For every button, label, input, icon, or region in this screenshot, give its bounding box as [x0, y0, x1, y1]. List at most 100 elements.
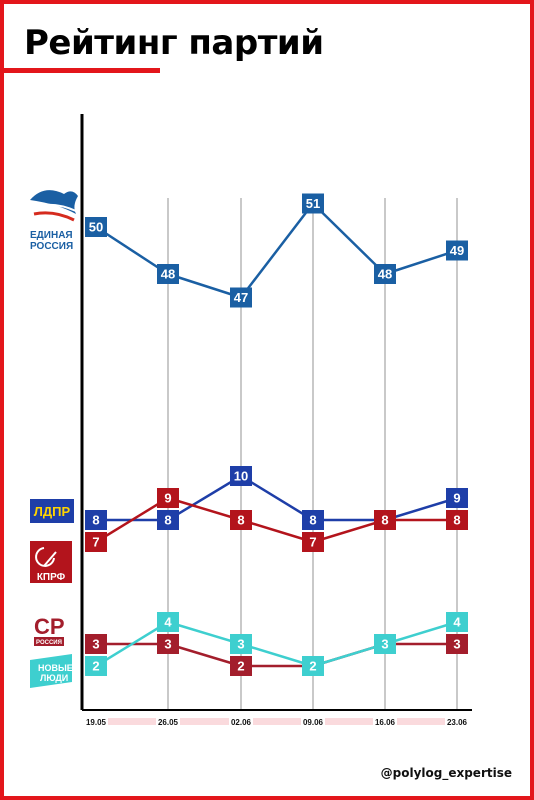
nl-logo-line1: НОВЫЕ [38, 663, 73, 673]
er-logo-line1: ЕДИНАЯ [30, 230, 73, 241]
hammer-sickle-icon [35, 547, 57, 567]
data-point-edinaya_rossiya: 48 [157, 264, 179, 284]
data-point-sr: 2 [230, 656, 252, 676]
data-label: 2 [92, 659, 99, 674]
data-label: 7 [92, 535, 99, 550]
series-line-edinaya_rossiya [95, 202, 458, 299]
data-point-kprf: 8 [446, 510, 468, 530]
x-tick-label: 16.06 [375, 718, 396, 727]
x-tick-label: 19.05 [86, 718, 107, 727]
data-label: 49 [450, 243, 464, 258]
logo-edinaya-rossiya: ЕДИНАЯ РОССИЯ [30, 190, 78, 252]
data-label: 51 [306, 196, 320, 211]
kprf-logo-text: КПРФ [37, 572, 66, 583]
data-marker [230, 656, 252, 676]
data-label: 3 [164, 637, 171, 652]
data-label: 2 [309, 659, 316, 674]
data-label: 10 [234, 469, 248, 484]
data-marker [230, 634, 252, 654]
data-point-novye_lyudi: 4 [446, 612, 468, 632]
data-point-edinaya_rossiya: 48 [374, 264, 396, 284]
series-line-sr [96, 642, 457, 668]
data-marker [157, 510, 179, 530]
data-marker [85, 510, 107, 530]
data-point-sr: 3 [157, 634, 179, 654]
sr-logo-stripe [34, 637, 64, 646]
data-label: 8 [237, 513, 244, 528]
data-marker [230, 510, 252, 530]
axis-segment-bar [397, 718, 445, 725]
ldpr-logo-text: ЛДПР [34, 504, 71, 519]
data-point-novye_lyudi: 2 [302, 656, 324, 676]
data-label: 8 [453, 513, 460, 528]
x-tick-label: 09.06 [303, 718, 324, 727]
data-label: 48 [378, 267, 392, 282]
data-marker [230, 287, 252, 308]
x-tick-label: 26.05 [158, 718, 179, 727]
ldpr-logo-box [30, 499, 74, 523]
data-label: 48 [161, 267, 175, 282]
series-line-kprf [95, 496, 457, 544]
data-point-sr: 3 [85, 634, 107, 654]
data-marker [446, 240, 468, 261]
data-label: 9 [164, 491, 171, 506]
data-marker [302, 193, 324, 214]
data-point-novye_lyudi: 3 [374, 634, 396, 654]
logo-ldpr: ЛДПР [30, 499, 74, 523]
series-line-ldpr [96, 474, 458, 522]
data-label: 8 [164, 513, 171, 528]
data-marker [85, 217, 107, 237]
nl-logo-box [30, 654, 72, 688]
data-label: 47 [234, 290, 248, 305]
er-logo-line2: РОССИЯ [30, 241, 73, 252]
sr-logo-sub: РОССИЯ [36, 640, 62, 646]
data-point-ldpr: 8 [85, 510, 107, 530]
data-marker [374, 510, 396, 530]
data-point-edinaya_rossiya: 49 [446, 240, 468, 261]
data-marker [446, 488, 468, 508]
data-point-edinaya_rossiya: 51 [302, 193, 324, 214]
axis-segment-bar [108, 718, 156, 725]
sr-logo-text: СР [34, 614, 65, 639]
data-marker [85, 656, 107, 676]
data-label: 8 [92, 513, 99, 528]
data-point-ldpr: 10 [230, 466, 252, 486]
axis-segment-bar [325, 718, 373, 725]
data-label: 3 [381, 637, 388, 652]
data-point-ldpr: 8 [157, 510, 179, 530]
title-underline [4, 68, 160, 73]
data-marker [157, 612, 179, 632]
logo-kprf: КПРФ [30, 541, 72, 583]
logo-novye-lyudi: НОВЫЕ ЛЮДИ [30, 654, 73, 688]
data-point-ldpr: 9 [446, 488, 468, 508]
data-label: 3 [92, 637, 99, 652]
data-label: 7 [309, 535, 316, 550]
x-tick-label: 23.06 [447, 718, 468, 727]
page-title: Рейтинг партий [24, 23, 324, 63]
data-label: 50 [89, 220, 103, 235]
data-label: 8 [381, 513, 388, 528]
data-point-kprf: 8 [230, 510, 252, 530]
data-point-sr: 3 [446, 634, 468, 654]
data-label: 3 [237, 637, 244, 652]
data-marker [446, 510, 468, 530]
data-marker [302, 532, 324, 552]
data-label: 8 [309, 513, 316, 528]
data-point-novye_lyudi: 2 [85, 656, 107, 676]
data-marker [446, 634, 468, 654]
data-point-novye_lyudi: 3 [230, 634, 252, 654]
series-line-novye_lyudi [95, 620, 458, 668]
data-point-edinaya_rossiya: 50 [85, 217, 107, 237]
data-marker [374, 634, 396, 654]
data-label: 9 [453, 491, 460, 506]
axis-segment-bar [253, 718, 301, 725]
data-point-kprf: 9 [157, 488, 179, 508]
data-marker [157, 634, 179, 654]
data-point-edinaya_rossiya: 47 [230, 287, 252, 308]
data-point-kprf: 7 [85, 532, 107, 552]
data-point-kprf: 8 [374, 510, 396, 530]
nl-logo-line2: ЛЮДИ [40, 673, 68, 683]
data-label: 2 [237, 659, 244, 674]
data-label: 4 [453, 615, 461, 630]
